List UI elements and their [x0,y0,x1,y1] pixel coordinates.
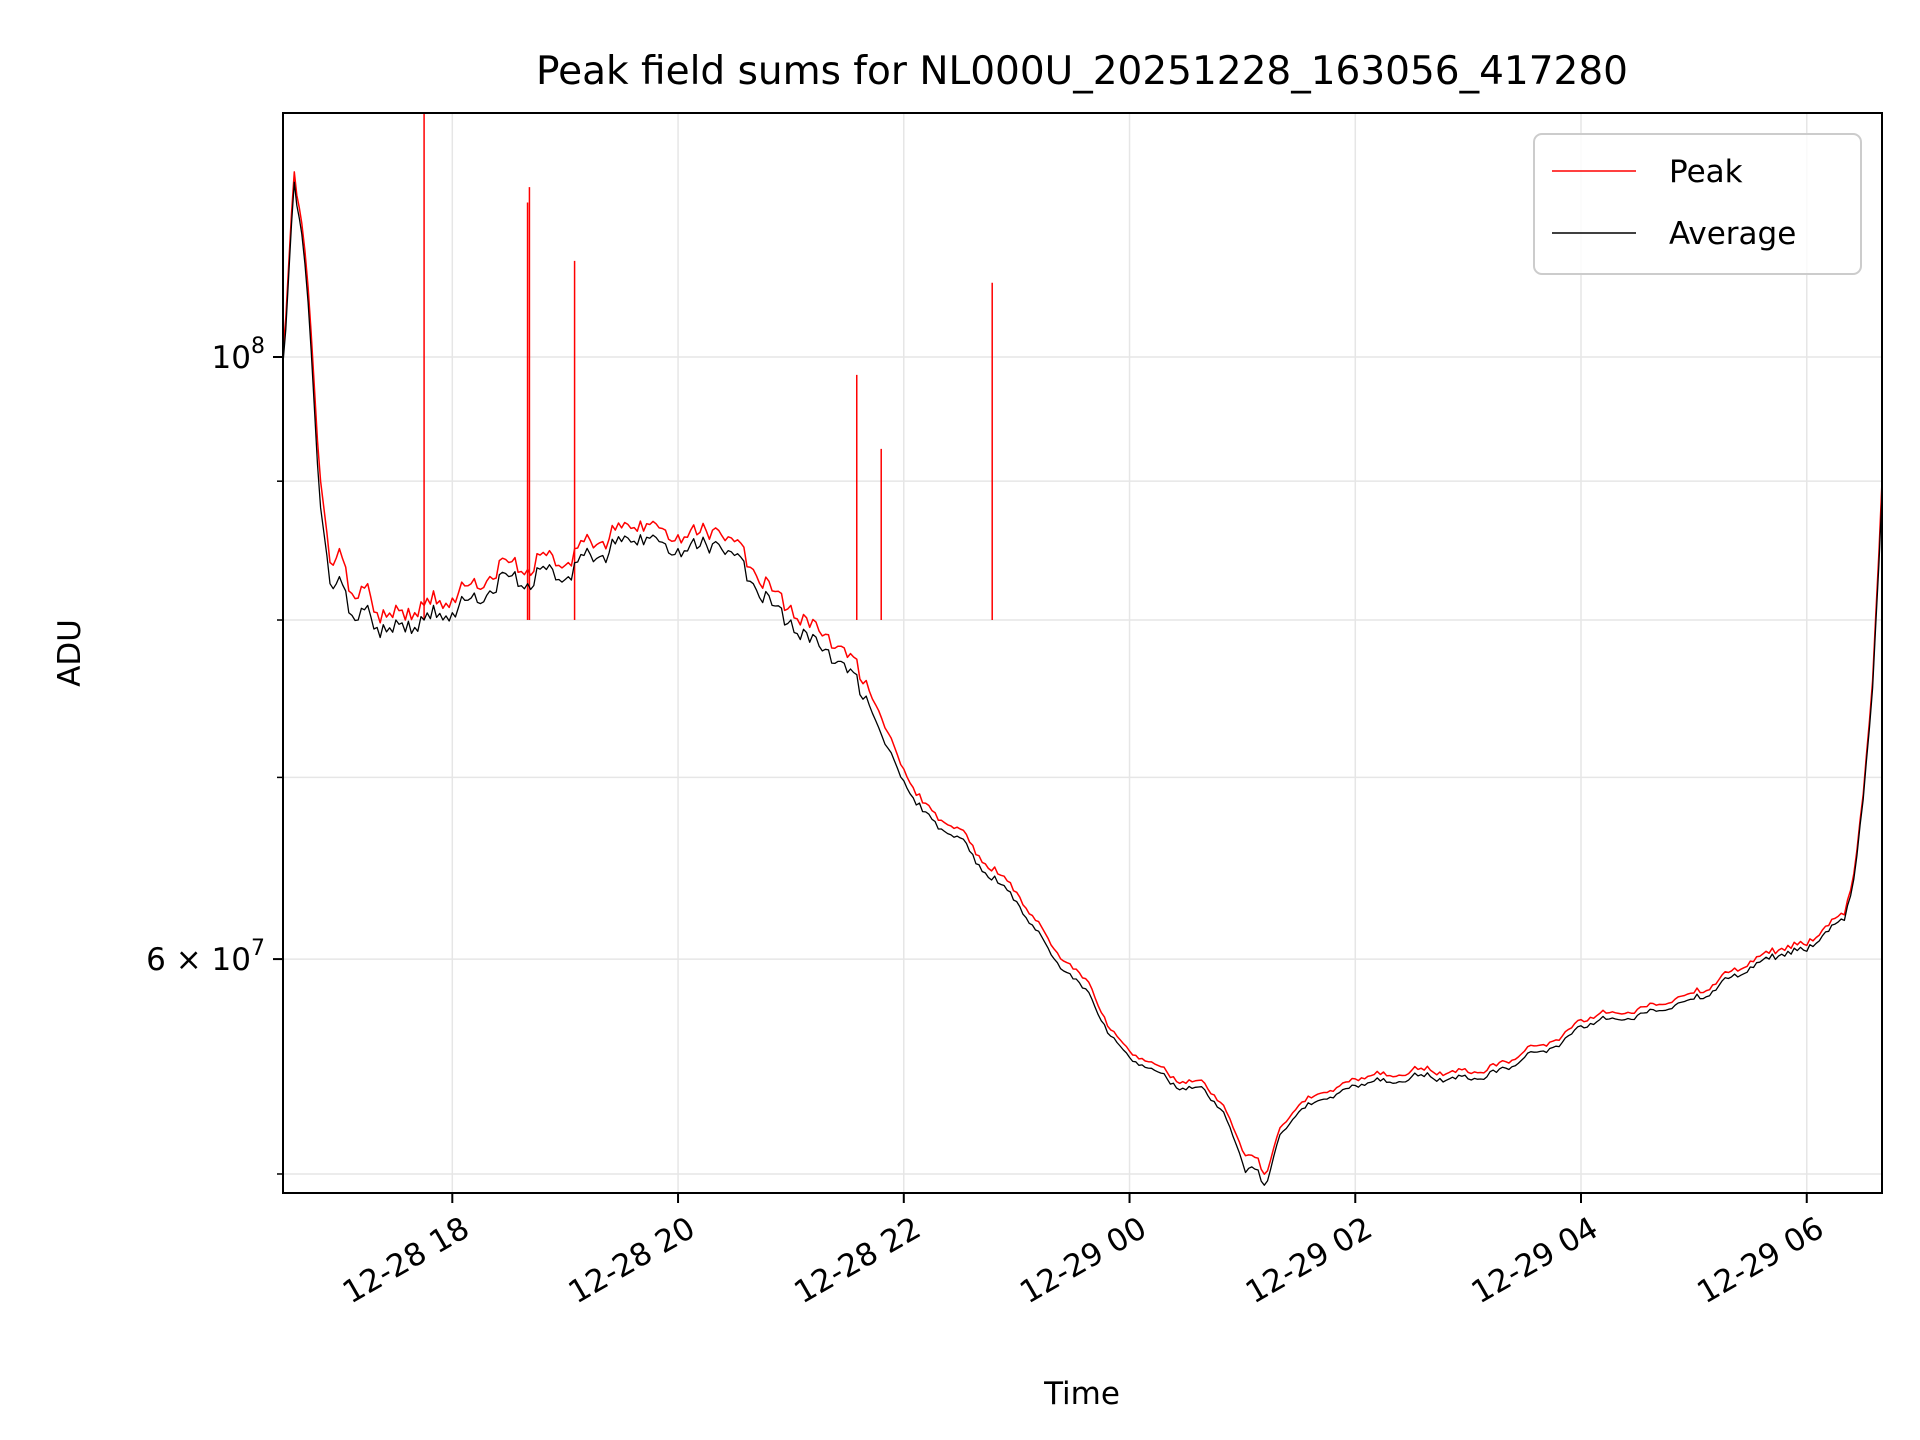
series-average-line [283,181,1882,1186]
y-tick-mantissa-base: 6 × 10 [146,942,251,978]
series-layer [283,113,1882,1186]
grid-lines [283,113,1882,1193]
series-peak-line [283,171,1882,1175]
y-tick-exponent: 8 [251,334,265,359]
legend: Peak Average [1533,133,1862,275]
legend-average-label: Average [1669,216,1796,252]
y-axis-label: ADU [52,619,88,687]
legend-box [1533,133,1862,275]
plot-area [283,113,1882,1186]
chart-title: Peak field sums for NL000U_20251228_1630… [536,49,1628,94]
y-tick-mantissa-base: 10 [212,340,251,376]
y-tick-label: 108 [212,334,265,376]
y-axis: 108 6 × 107 [146,334,283,1175]
y-tick-label: 6 × 107 [146,936,265,978]
axes-frame [282,112,1883,1194]
legend-peak-label: Peak [1669,154,1743,190]
x-axis-label: Time [1043,1376,1120,1412]
y-tick-exponent: 7 [251,936,265,961]
